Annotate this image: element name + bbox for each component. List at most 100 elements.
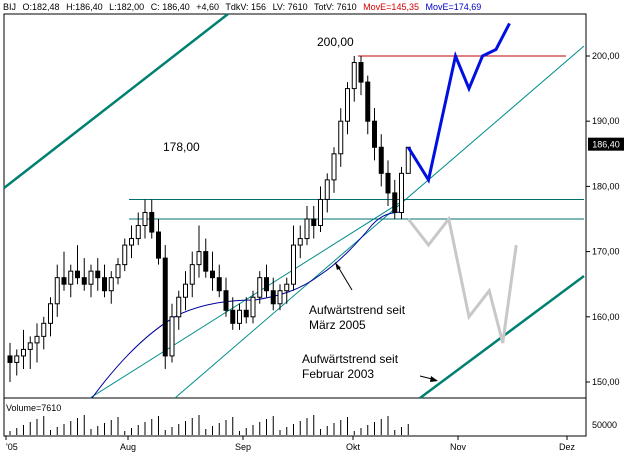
annotation-arrow-march [336,264,353,291]
candle-body [108,277,114,292]
last-price-label: 186,40 [592,140,620,150]
peak-annotation: 200,00 [317,35,354,49]
volume-bars [9,415,409,435]
candle-body [257,277,263,298]
candle-body [88,270,94,285]
candle-body [311,218,317,227]
symbol: BIJ [3,2,17,12]
candle-body [230,309,236,324]
trend-march-line1: Aufwärtstrend seit [309,303,406,317]
x-axis-ticks: '05 Aug Sep Okt Nov Dez [5,436,576,452]
change-value: +4,60 [196,2,220,12]
last-price-box [588,137,624,151]
candle-body [115,264,121,279]
candle-body [21,348,26,357]
volume-tick-label: 50000 [592,420,617,430]
trend-march-line2: März 2005 [309,318,366,332]
trend-thin-line-1 [89,199,405,399]
candle-body [284,283,290,292]
candle-body [61,277,67,285]
candle-body [237,309,242,324]
x-tick-label: Aug [120,442,136,452]
candle-body [378,146,384,174]
candle-body [223,290,229,311]
candle-body [27,342,33,350]
mov-e1-value: MovE=145,35 [363,2,419,12]
candle-body [291,244,296,285]
candle-body [318,198,323,227]
x-tick-label: Nov [450,442,467,452]
candle-body [304,218,310,240]
candle-body [270,290,276,305]
high-value: H:186,40 [66,2,103,12]
candle-body [34,335,40,344]
candle-body [324,179,330,200]
tdkv-value: TdkV: 156 [225,2,267,12]
candle-body [351,62,357,90]
ohlc-header: BIJ O:182,48 H:186,40 L:182,00 C: 186,40… [3,2,485,12]
candle-body [250,296,256,318]
annotation-arrowhead-feb [430,376,438,382]
candle-body [399,172,404,213]
candle-body [277,290,283,305]
channel-upper-line [3,13,229,189]
candle-body [142,211,148,227]
candle-body [264,277,269,292]
candle-body [135,225,141,240]
x-tick-label: Sep [235,442,251,452]
candle-body [203,251,209,272]
y-tick-label: 170,00 [592,247,620,257]
candle-body [48,303,53,324]
candle-body [7,355,13,363]
x-tick-label: '05 [6,442,18,452]
trend-thin-line-2 [174,45,585,399]
open-value: O:182,48 [22,2,60,12]
candle-body [81,277,87,285]
candle-body [95,270,101,279]
y-axis-ticks: 150,00 160,00 170,00 180,00 190,00 200,00 [586,51,620,387]
y-tick-label: 150,00 [592,377,620,387]
candle-body [102,277,107,292]
candle-body [14,355,20,363]
candle-body [216,277,222,292]
y-tick-label: 190,00 [592,116,620,126]
candlestick-series [7,56,411,382]
candle-body [54,277,60,305]
bearish-scenario-line [407,215,518,344]
y-tick-label: 180,00 [592,181,620,191]
candle-body [75,270,80,279]
trend-feb-line2: Februar 2003 [302,367,375,381]
candle-body [122,244,128,266]
candle-body [149,211,155,233]
lv-value: LV: 7610 [272,2,308,12]
close-value: C: 186,40 [150,2,190,12]
candle-body [189,264,195,285]
level-annotation: 178,00 [163,140,200,154]
candle-body [183,283,188,298]
volume-label: Volume=7610 [6,403,62,413]
candle-body [338,120,344,155]
candle-body [41,322,47,337]
mov-e2-value: MovE=174,69 [425,2,482,12]
candle-body [129,238,134,246]
y-tick-label: 160,00 [592,312,620,322]
annotation-arrowhead-march [335,262,341,270]
y-tick-label: 200,00 [592,51,620,61]
candle-body [176,296,182,318]
candle-body [68,270,74,285]
candle-body [156,231,161,259]
candle-body [385,172,391,194]
candle-body [331,153,337,181]
totv-value: TotV: 7610 [313,2,357,12]
x-tick-label: Dez [559,442,576,452]
candle-body [297,238,303,246]
candle-body [196,251,202,266]
candle-body [358,62,364,83]
trend-feb-line1: Aufwärtstrend seit [302,352,399,366]
bullish-scenario-line [406,22,511,184]
candle-body [365,81,371,122]
candle-body [392,192,398,213]
candle-body [345,88,350,122]
